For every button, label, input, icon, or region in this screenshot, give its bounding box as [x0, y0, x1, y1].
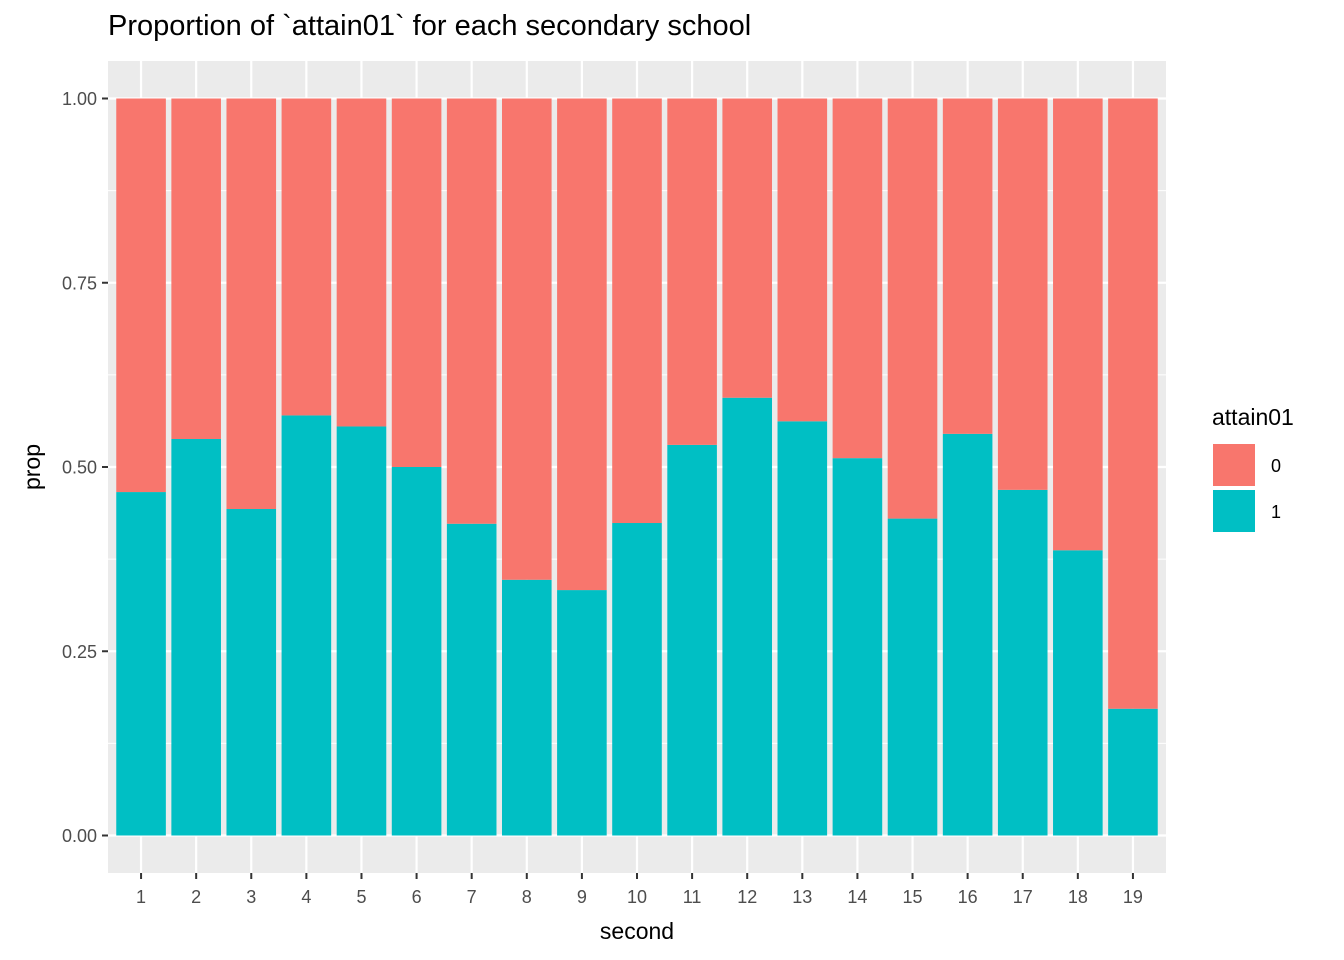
x-tick-label: 15: [903, 887, 923, 907]
y-tick-label: 0.50: [62, 458, 97, 478]
y-axis-title: prop: [19, 444, 45, 490]
x-tick-label: 16: [958, 887, 978, 907]
x-tick-label: 7: [467, 887, 477, 907]
bar-17-attain01-1: [997, 489, 1048, 836]
x-tick-label: 14: [847, 887, 867, 907]
x-tick-label: 10: [627, 887, 647, 907]
bar-18-attain01-0: [1053, 98, 1103, 551]
x-tick-label: 17: [1013, 887, 1033, 907]
bar-5-attain01-1: [336, 426, 387, 836]
bar-12-attain01-1: [722, 397, 773, 836]
bar-8-attain01-0: [501, 98, 552, 580]
bar-19-attain01-0: [1108, 98, 1158, 709]
x-tick-label: 9: [577, 887, 587, 907]
legend: attain01 0 1: [1212, 404, 1294, 532]
x-tick-label: 12: [737, 887, 757, 907]
legend-label-0: 0: [1271, 456, 1281, 476]
bar-1-attain01-1: [116, 492, 166, 836]
bar-3-attain01-1: [226, 509, 277, 836]
x-axis-title: second: [600, 918, 674, 944]
bar-15-attain01-0: [887, 98, 938, 519]
legend-title: attain01: [1212, 404, 1294, 430]
bar-15-attain01-1: [887, 518, 938, 836]
bar-7-attain01-0: [446, 98, 497, 524]
bar-8-attain01-1: [501, 579, 552, 836]
bar-19-attain01-1: [1108, 708, 1158, 836]
x-tick-label: 19: [1123, 887, 1143, 907]
bar-5-attain01-0: [336, 98, 387, 427]
bar-9-attain01-1: [557, 590, 607, 836]
chart-title: Proportion of `attain01` for each second…: [108, 10, 752, 42]
bar-17-attain01-0: [997, 98, 1048, 490]
bar-3-attain01-0: [226, 98, 277, 510]
y-tick-label: 0.00: [62, 826, 97, 846]
bar-1-attain01-0: [116, 98, 166, 493]
bar-4-attain01-1: [281, 415, 332, 836]
legend-key-1: [1213, 490, 1255, 532]
y-tick-label: 0.25: [62, 642, 97, 662]
bar-10-attain01-1: [612, 523, 662, 836]
bar-13-attain01-1: [777, 421, 828, 836]
bar-12-attain01-0: [722, 98, 773, 398]
x-tick-label: 5: [356, 887, 366, 907]
bar-16-attain01-0: [942, 98, 993, 434]
y-tick-label: 0.75: [62, 273, 97, 293]
y-tick-label: 1.00: [62, 89, 97, 109]
bar-6-attain01-0: [391, 98, 442, 467]
bar-2-attain01-1: [171, 438, 221, 836]
x-tick-label: 18: [1068, 887, 1088, 907]
bar-14-attain01-0: [832, 98, 883, 459]
bar-7-attain01-1: [446, 523, 497, 836]
bar-11-attain01-1: [667, 444, 717, 836]
bar-13-attain01-0: [777, 98, 828, 422]
legend-label-1: 1: [1271, 502, 1281, 522]
bar-4-attain01-0: [281, 98, 332, 416]
bar-2-attain01-0: [171, 98, 221, 439]
bar-9-attain01-0: [557, 98, 607, 591]
bar-14-attain01-1: [832, 458, 883, 836]
x-tick-label: 13: [792, 887, 812, 907]
bar-11-attain01-0: [667, 98, 717, 445]
x-tick-label: 1: [136, 887, 146, 907]
bars: [116, 98, 1158, 836]
x-tick-label: 11: [683, 887, 702, 907]
legend-key-0: [1213, 444, 1255, 486]
bar-18-attain01-1: [1053, 550, 1103, 836]
x-tick-label: 8: [522, 887, 532, 907]
x-tick-label: 6: [412, 887, 422, 907]
bar-6-attain01-1: [391, 467, 442, 836]
bar-10-attain01-0: [612, 98, 662, 524]
x-tick-label: 3: [246, 887, 256, 907]
y-axis: 0.00 0.25 0.50 0.75 1.00: [62, 89, 108, 846]
x-tick-label: 2: [191, 887, 201, 907]
x-tick-label: 4: [301, 887, 311, 907]
x-axis: 1 2 3 4 5 6 7 8 9 10 11 12 13 14 15 16 17 18 19: [136, 873, 1143, 907]
bar-16-attain01-1: [942, 433, 993, 836]
